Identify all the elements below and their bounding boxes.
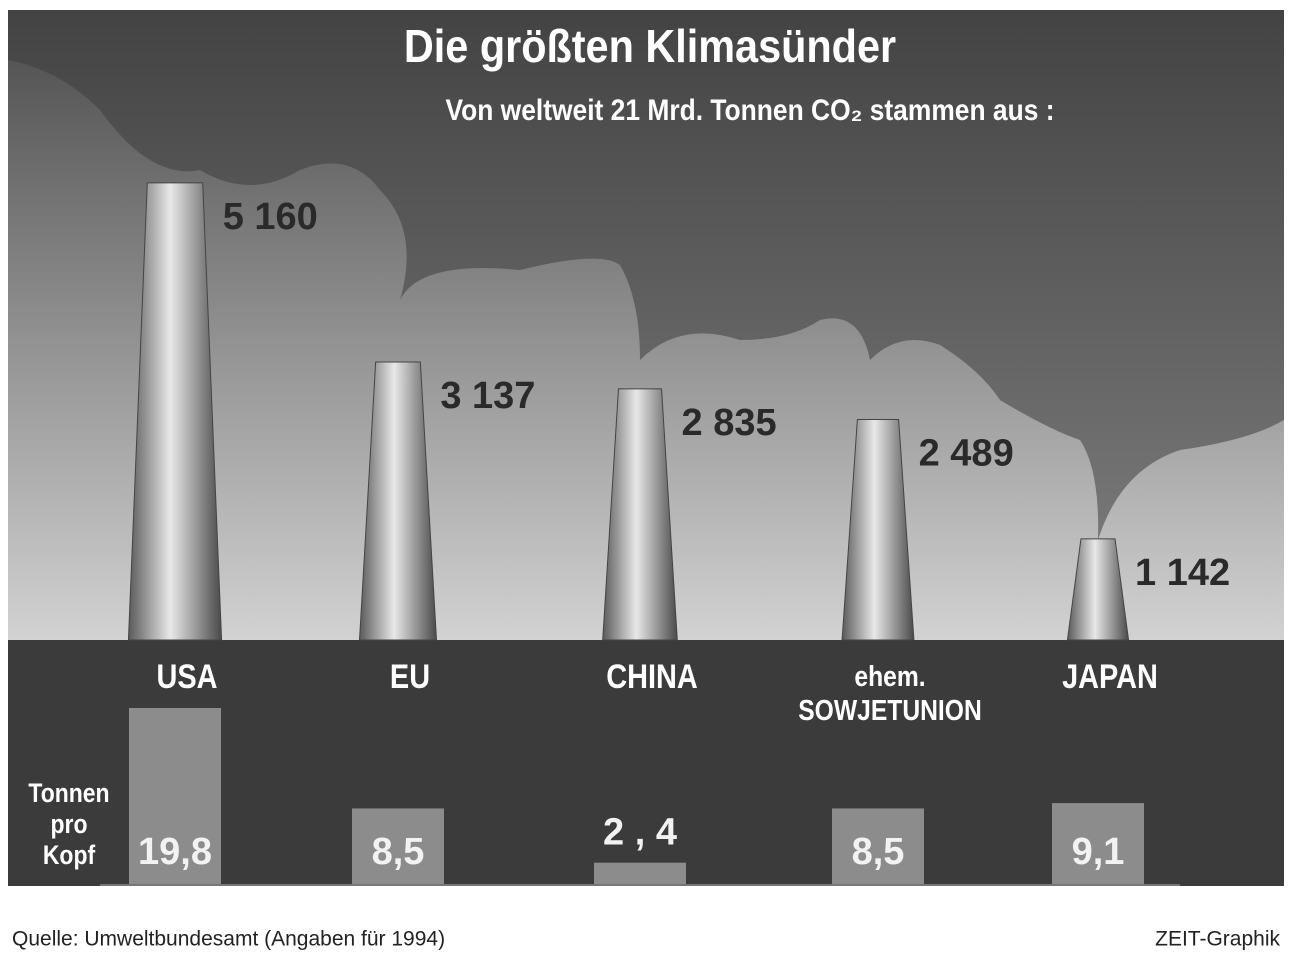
category-label: ehem. SOWJETUNION	[780, 660, 1001, 728]
value-label: 19,8	[138, 831, 212, 873]
value-label: 2 489	[919, 433, 1014, 475]
value-label: 8,5	[852, 831, 905, 873]
category-label: JAPAN	[1000, 660, 1221, 694]
value-label: 9,1	[1072, 831, 1125, 873]
bar	[594, 863, 686, 884]
value-label: 2 , 4	[603, 812, 677, 854]
category-label: EU	[300, 660, 521, 694]
value-label: 8,5	[372, 831, 425, 873]
chart-subtitle: Von weltweit 21 Mrd. Tonnen CO₂ stammen …	[445, 92, 1054, 126]
category-label: CHINA	[542, 660, 763, 694]
value-label: 1 142	[1135, 552, 1230, 594]
category-label: USA	[77, 660, 298, 694]
value-label: 5 160	[223, 196, 318, 238]
infographic: Die größten Klimasünder Von weltweit 21 …	[0, 0, 1290, 954]
chart: Die größten Klimasünder Von weltweit 21 …	[0, 0, 1290, 954]
y-axis-label: Tonnen pro Kopf	[22, 778, 116, 871]
source: Quelle: Umweltbundesamt (Angaben für 199…	[12, 928, 445, 951]
value-label: 2 835	[682, 402, 777, 444]
chart-title: Die größten Klimasünder	[404, 21, 896, 73]
credit: ZEIT-Graphik	[1155, 928, 1280, 951]
value-label: 3 137	[440, 375, 535, 417]
